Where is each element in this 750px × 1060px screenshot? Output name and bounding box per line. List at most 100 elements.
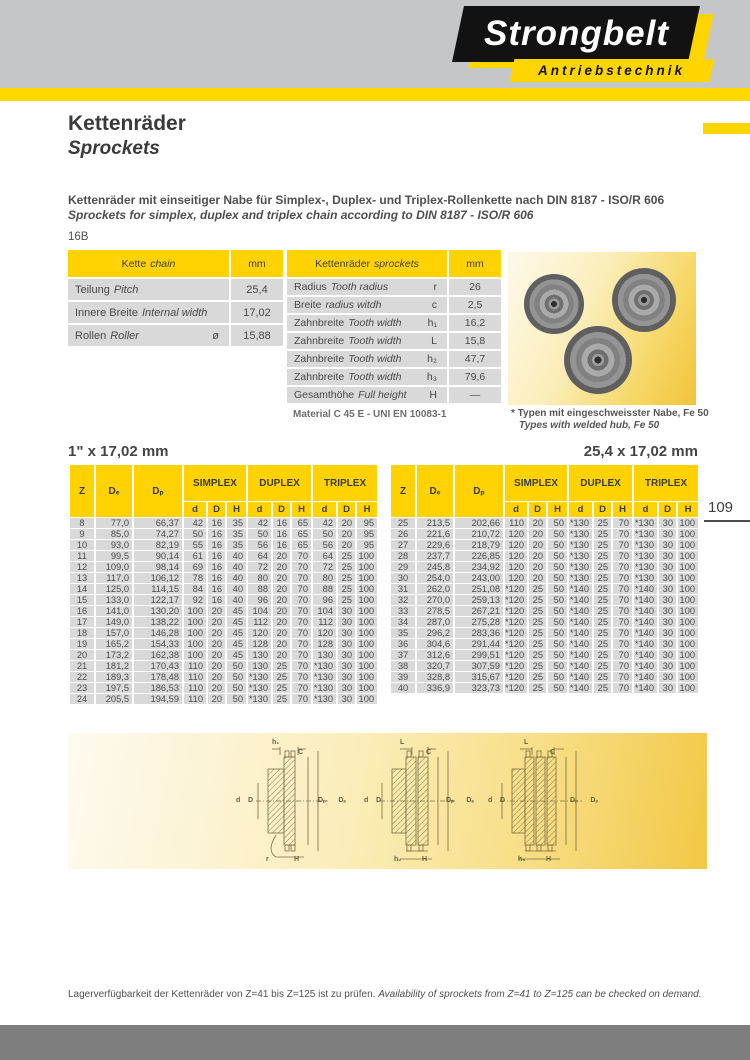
table-cell: 9 <box>70 529 94 539</box>
table-cell: 16 <box>208 551 225 561</box>
table-body-left: 8 77,0 66,37 42 16 35 42 16 65 42 20 95 9 85,0 74,27 50… <box>70 518 378 704</box>
table-cell: 30 <box>659 628 677 638</box>
sub-header-row: d D H d D H d D H <box>70 502 378 517</box>
table-row: 39 328,8 315,67 *120 25 50 *140 25 70 *140 30 100 <box>391 672 699 682</box>
table-cell: 110 <box>184 661 206 671</box>
sprocket-image-triplex <box>564 326 632 394</box>
table-cell: 77,0 <box>96 518 132 528</box>
table-cell: 31 <box>391 584 415 594</box>
table-cell: *140 <box>634 650 658 660</box>
table-cell: *140 <box>569 606 593 616</box>
table-cell: 50 <box>548 562 568 572</box>
spec-row: Innere Breite Internal width 17,02 <box>68 302 283 323</box>
table-cell: 20 <box>273 639 291 649</box>
table-cell: 25 <box>273 683 291 693</box>
table-cell: 42 <box>248 518 272 528</box>
table-cell: 24 <box>70 694 94 704</box>
table-cell: 138,22 <box>134 617 182 627</box>
table-cell: 85,0 <box>96 529 132 539</box>
table-cell: 336,9 <box>417 683 453 693</box>
table-cell: 20 <box>273 606 291 616</box>
table-cell: 50 <box>227 672 247 682</box>
dim-label: D <box>248 797 254 804</box>
table-cell: 23 <box>70 683 94 693</box>
table-cell: 70 <box>292 584 312 594</box>
col-D: D <box>208 502 225 517</box>
table-cell: 25 <box>594 617 612 627</box>
table-cell: 25 <box>594 661 612 671</box>
table-cell: 30 <box>338 639 356 649</box>
table-cell: 130 <box>248 661 272 671</box>
table-cell: 30 <box>659 551 677 561</box>
spec-label: Radius Tooth radius r <box>287 279 447 295</box>
spec-row: Teilung Pitch 25,4 <box>68 279 283 300</box>
table-cell: 25 <box>594 639 612 649</box>
sprocket-header-label: Kettenräder sprockets <box>287 250 447 277</box>
table-row: 21 181,2 170,43 110 20 50 130 25 70 *130 30 100 <box>70 661 378 671</box>
sub-header-row: d D H d D H d D H <box>391 502 699 517</box>
sprocket-spec-table: Kettenräder sprockets mm Radius Tooth rad… <box>287 250 501 405</box>
table-cell: 30 <box>338 617 356 627</box>
table-cell: 315,67 <box>455 672 503 682</box>
material-note: Material C 45 E - UNI EN 10083-1 <box>293 409 447 420</box>
hub-note-de: * Typen mit eingeschweisster Nabe, Fe 50 <box>511 408 709 419</box>
table-cell: *120 <box>505 595 527 605</box>
table-cell: 50 <box>548 617 568 627</box>
table-cell: 40 <box>391 683 415 693</box>
table-cell: 40 <box>227 562 247 572</box>
table-cell: 70 <box>613 672 633 682</box>
table-cell: 45 <box>227 606 247 616</box>
table-cell: 30 <box>338 661 356 671</box>
table-cell: 20 <box>273 584 291 594</box>
table-cell: 95 <box>357 518 378 528</box>
table-cell: 20 <box>208 694 225 704</box>
table-cell: 100 <box>678 584 699 594</box>
table-row: 38 320,7 307,59 *120 25 50 *140 25 70 *140 30 100 <box>391 661 699 671</box>
table-title-right: 25,4 x 17,02 mm <box>583 443 698 460</box>
table-cell: 251,08 <box>455 584 503 594</box>
spec-value: 17,02 <box>231 302 283 323</box>
table-cell: 13 <box>70 573 94 583</box>
table-cell: 100 <box>357 683 378 693</box>
table-cell: 100 <box>184 628 206 638</box>
table-cell: 38 <box>391 661 415 671</box>
table-cell: 42 <box>184 518 206 528</box>
table-row: 36 304,6 291,44 *120 25 50 *140 25 70 *140 30 100 <box>391 639 699 649</box>
table-cell: 30 <box>659 650 677 660</box>
table-cell: 133,0 <box>96 595 132 605</box>
table-cell: 237,7 <box>417 551 453 561</box>
spec-label: Zahnbreite Tooth width h₃ <box>287 369 447 385</box>
table-cell: 98,14 <box>134 562 182 572</box>
table-cell: 100 <box>357 628 378 638</box>
table-cell: 117,0 <box>96 573 132 583</box>
table-cell: 65 <box>292 529 312 539</box>
table-cell: 25 <box>529 595 546 605</box>
spec-row: Gesamthöhe Full height H — <box>287 387 501 403</box>
table-row: 23 197,5 186,53 110 20 50 *130 25 70 *130 30 100 <box>70 683 378 693</box>
logo-wordmark: Strongbelt <box>452 6 700 62</box>
table-cell: 25 <box>391 518 415 528</box>
dim-label: Dₑ <box>590 797 598 804</box>
table-cell: 100 <box>678 672 699 682</box>
table-cell: 20 <box>338 518 356 528</box>
simplex-drawing: h₁ C d D Dₚ Dₑ r H <box>236 739 348 865</box>
table-cell: 70 <box>613 639 633 649</box>
table-cell: 100 <box>678 661 699 671</box>
table-cell: 11 <box>70 551 94 561</box>
table-cell: 20 <box>273 551 291 561</box>
table-cell: 35 <box>391 628 415 638</box>
table-cell: 50 <box>548 573 568 583</box>
table-cell: 234,92 <box>455 562 503 572</box>
table-row: 32 270,0 259,13 *120 25 50 *140 25 70 *140 30 100 <box>391 595 699 605</box>
dim-label: H <box>546 856 552 863</box>
table-cell: 30 <box>659 584 677 594</box>
table-cell: 50 <box>548 595 568 605</box>
table-cell: *140 <box>569 650 593 660</box>
series-code: 16B <box>68 231 89 243</box>
table-cell: 100 <box>357 551 378 561</box>
brand-tagline: Antriebstechnik <box>538 63 686 78</box>
table-cell: 50 <box>548 683 568 693</box>
spec-row: Radius Tooth radius r 26 <box>287 279 501 295</box>
table-cell: 70 <box>613 650 633 660</box>
table-cell: 30 <box>659 683 677 693</box>
